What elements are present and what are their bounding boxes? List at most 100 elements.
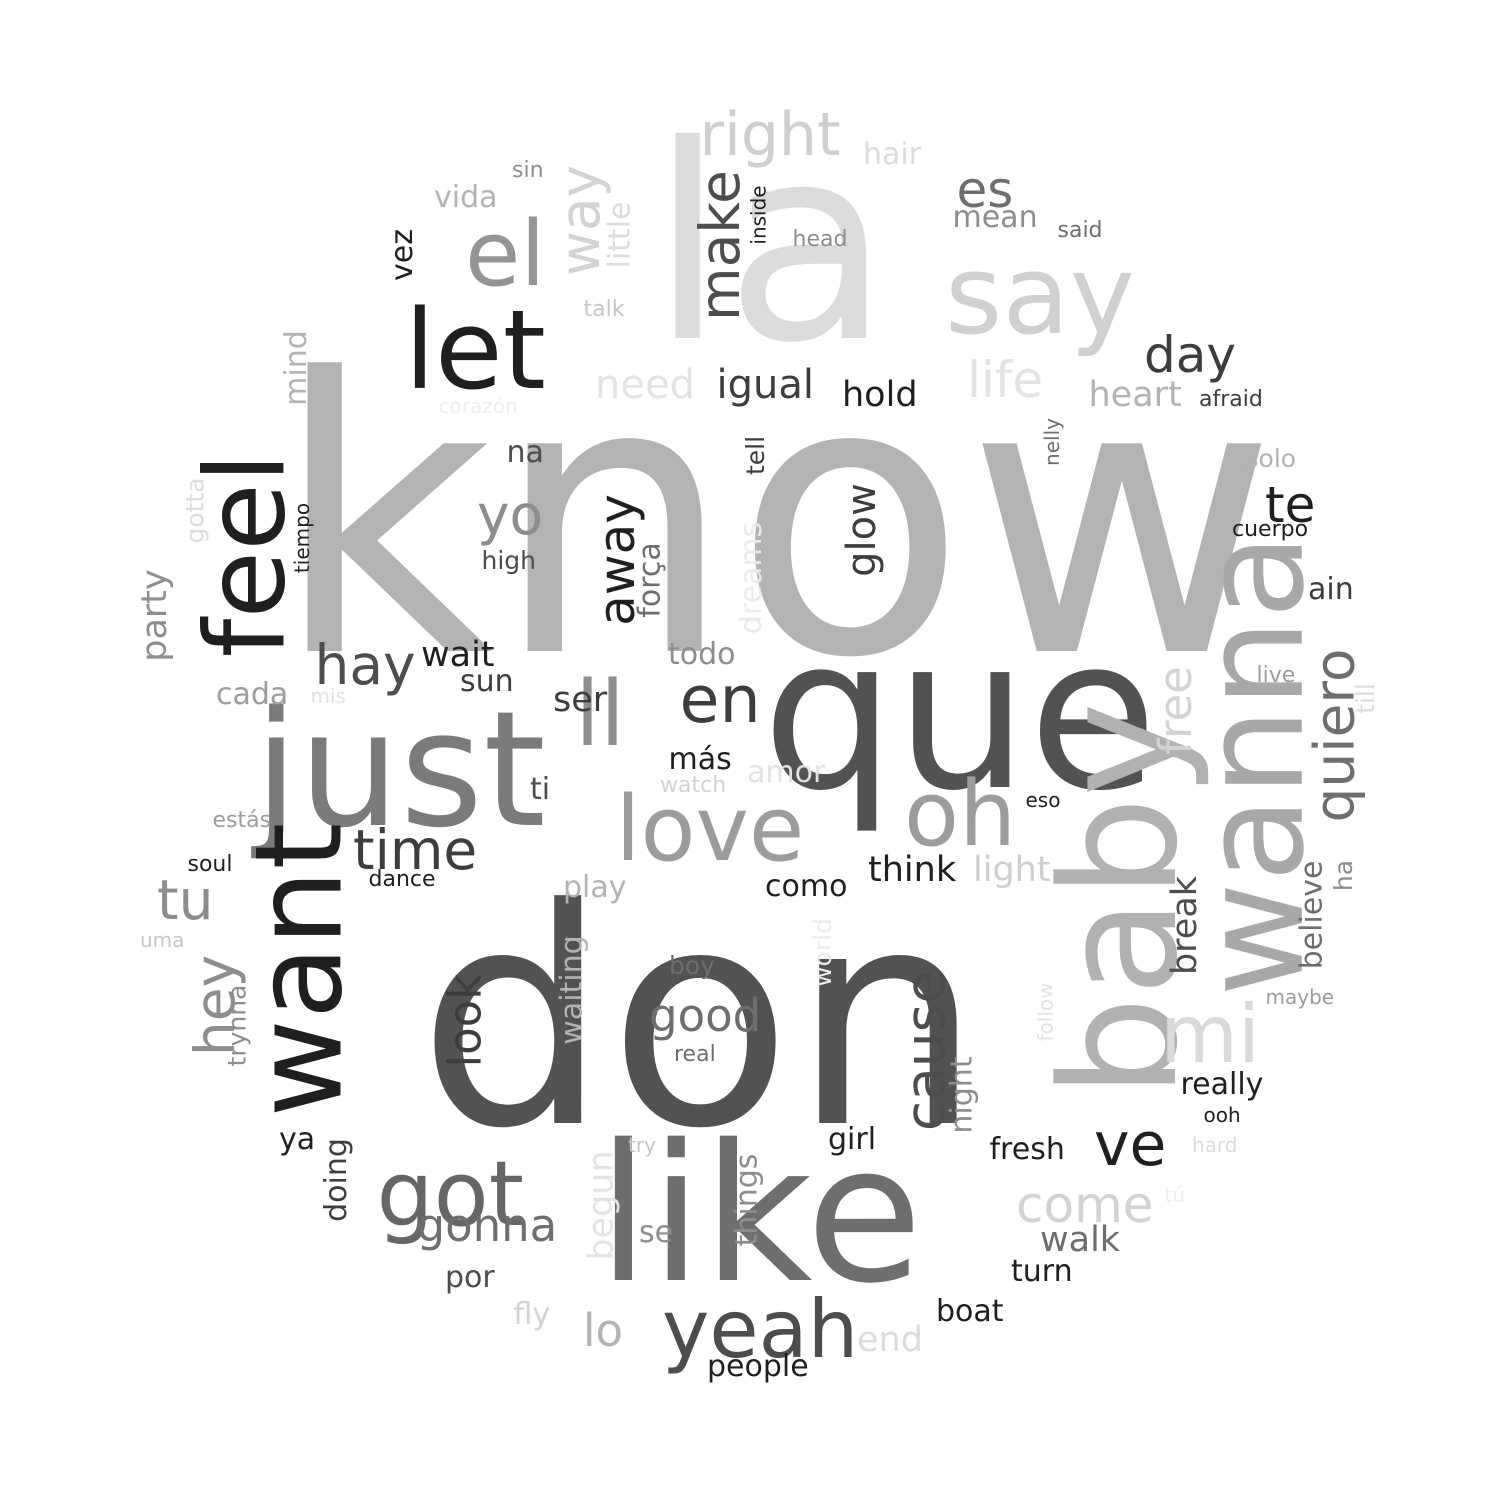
word-yeah: yeah (662, 1283, 859, 1376)
word-sun: sun (460, 664, 514, 699)
word-boy: boy (669, 950, 715, 980)
word-eso: eso (1025, 788, 1061, 812)
word-think: think (868, 849, 957, 890)
word-night: night (944, 1056, 980, 1134)
word-free: free (1148, 665, 1202, 755)
word-fly: fly (513, 1297, 551, 1332)
word-el: el (465, 202, 546, 307)
word-quiero: quiero (1302, 648, 1367, 822)
word-let: let (404, 286, 546, 414)
word-igual: igual (716, 362, 814, 408)
word-yo: yo (477, 482, 544, 547)
word-que: que (762, 592, 1158, 837)
word-soul: soul (187, 852, 233, 877)
word-es: es (956, 161, 1014, 219)
word-maybe: maybe (1265, 985, 1335, 1009)
word-en: en (679, 662, 761, 738)
word-se: se (639, 1215, 674, 1250)
word-por: por (445, 1260, 495, 1295)
word-uma: uma (140, 928, 185, 952)
word-mean: mean (952, 200, 1038, 235)
word-ain: ain (1308, 572, 1354, 607)
word-ha: ha (1328, 859, 1358, 891)
word-hold: hold (842, 374, 918, 415)
word-world: world (807, 917, 837, 987)
word-mind: mind (278, 330, 314, 406)
word-look: look (438, 973, 492, 1067)
word-want: want (229, 822, 369, 1118)
word-tell: tell (740, 435, 770, 475)
word-come: come (1016, 1176, 1154, 1234)
word-don: don (418, 845, 983, 1194)
word-tiempo: tiempo (290, 502, 315, 574)
word-waiting: waiting (554, 935, 590, 1045)
word-talk: talk (583, 297, 625, 322)
word-dance: dance (368, 867, 436, 892)
word-got: got (376, 1142, 524, 1247)
word-till: till (1350, 682, 1380, 714)
word-believe: believe (1293, 860, 1329, 970)
word-say: say (945, 231, 1135, 359)
word-vez: vez (384, 229, 420, 281)
word-glow: glow (838, 483, 885, 577)
word-nelly: nelly (1039, 418, 1064, 466)
word-way: way (547, 164, 612, 276)
word-fresh: fresh (989, 1132, 1065, 1167)
word-play: play (563, 870, 627, 905)
word-estas: estás (212, 808, 272, 833)
word-try: try (628, 1133, 656, 1157)
word-ser: ser (553, 679, 608, 720)
word-really: really (1180, 1067, 1264, 1102)
word-hay: hay (314, 632, 416, 697)
word-amor: amor (747, 755, 826, 790)
word-said: said (1057, 218, 1103, 243)
word-tu: tu (157, 867, 214, 932)
word-light: light (973, 849, 1051, 890)
word-doing: doing (318, 1138, 354, 1222)
word-follow: follow (1032, 982, 1057, 1042)
word-mas: más (668, 742, 732, 777)
word-real: real (674, 1042, 716, 1067)
word-watch: watch (660, 773, 727, 798)
word-trynna: trynna (222, 984, 252, 1066)
word-make: make (687, 169, 752, 321)
word-heart: heart (1088, 374, 1182, 415)
word-begun: begun (581, 1149, 622, 1261)
word-just: just (254, 676, 546, 863)
word-la: la (650, 87, 891, 402)
word-gonna: gonna (416, 1198, 558, 1252)
word-ve: ve (1094, 1110, 1167, 1180)
word-cada: cada (216, 677, 289, 712)
word-live: live (1256, 663, 1296, 688)
word-head: head (792, 227, 848, 252)
word-day: day (1144, 326, 1236, 384)
word-oh: oh (904, 762, 1017, 867)
word-ya: ya (279, 1122, 316, 1157)
word-como: como (765, 869, 848, 904)
word-gotta: gotta (180, 476, 210, 544)
word-na: na (506, 435, 544, 470)
word-life: life (967, 351, 1044, 409)
word-solo: solo (1245, 443, 1297, 473)
word-walk: walk (1040, 1219, 1121, 1260)
word-corazon: corazón (438, 394, 518, 418)
word-todo: todo (668, 637, 736, 672)
word-ooh: ooh (1203, 1103, 1241, 1127)
word-girl: girl (828, 1122, 877, 1157)
word-high: high (481, 545, 537, 575)
word-inside: inside (746, 185, 771, 245)
word-cuerpo: cuerpo (1232, 517, 1309, 542)
word-afraid: afraid (1199, 387, 1263, 412)
word-people: people (707, 1349, 809, 1384)
word-love: love (615, 777, 805, 882)
word-party: party (134, 568, 175, 662)
word-wait: wait (421, 634, 495, 675)
word-tu: tú (1164, 1183, 1186, 1207)
word-know: know (273, 298, 1278, 741)
word-time: time (353, 817, 478, 882)
word-sin: sin (512, 158, 544, 183)
word-vida: vida (434, 180, 498, 215)
word-boat: boat (936, 1294, 1004, 1329)
word-lo: lo (583, 1303, 624, 1357)
